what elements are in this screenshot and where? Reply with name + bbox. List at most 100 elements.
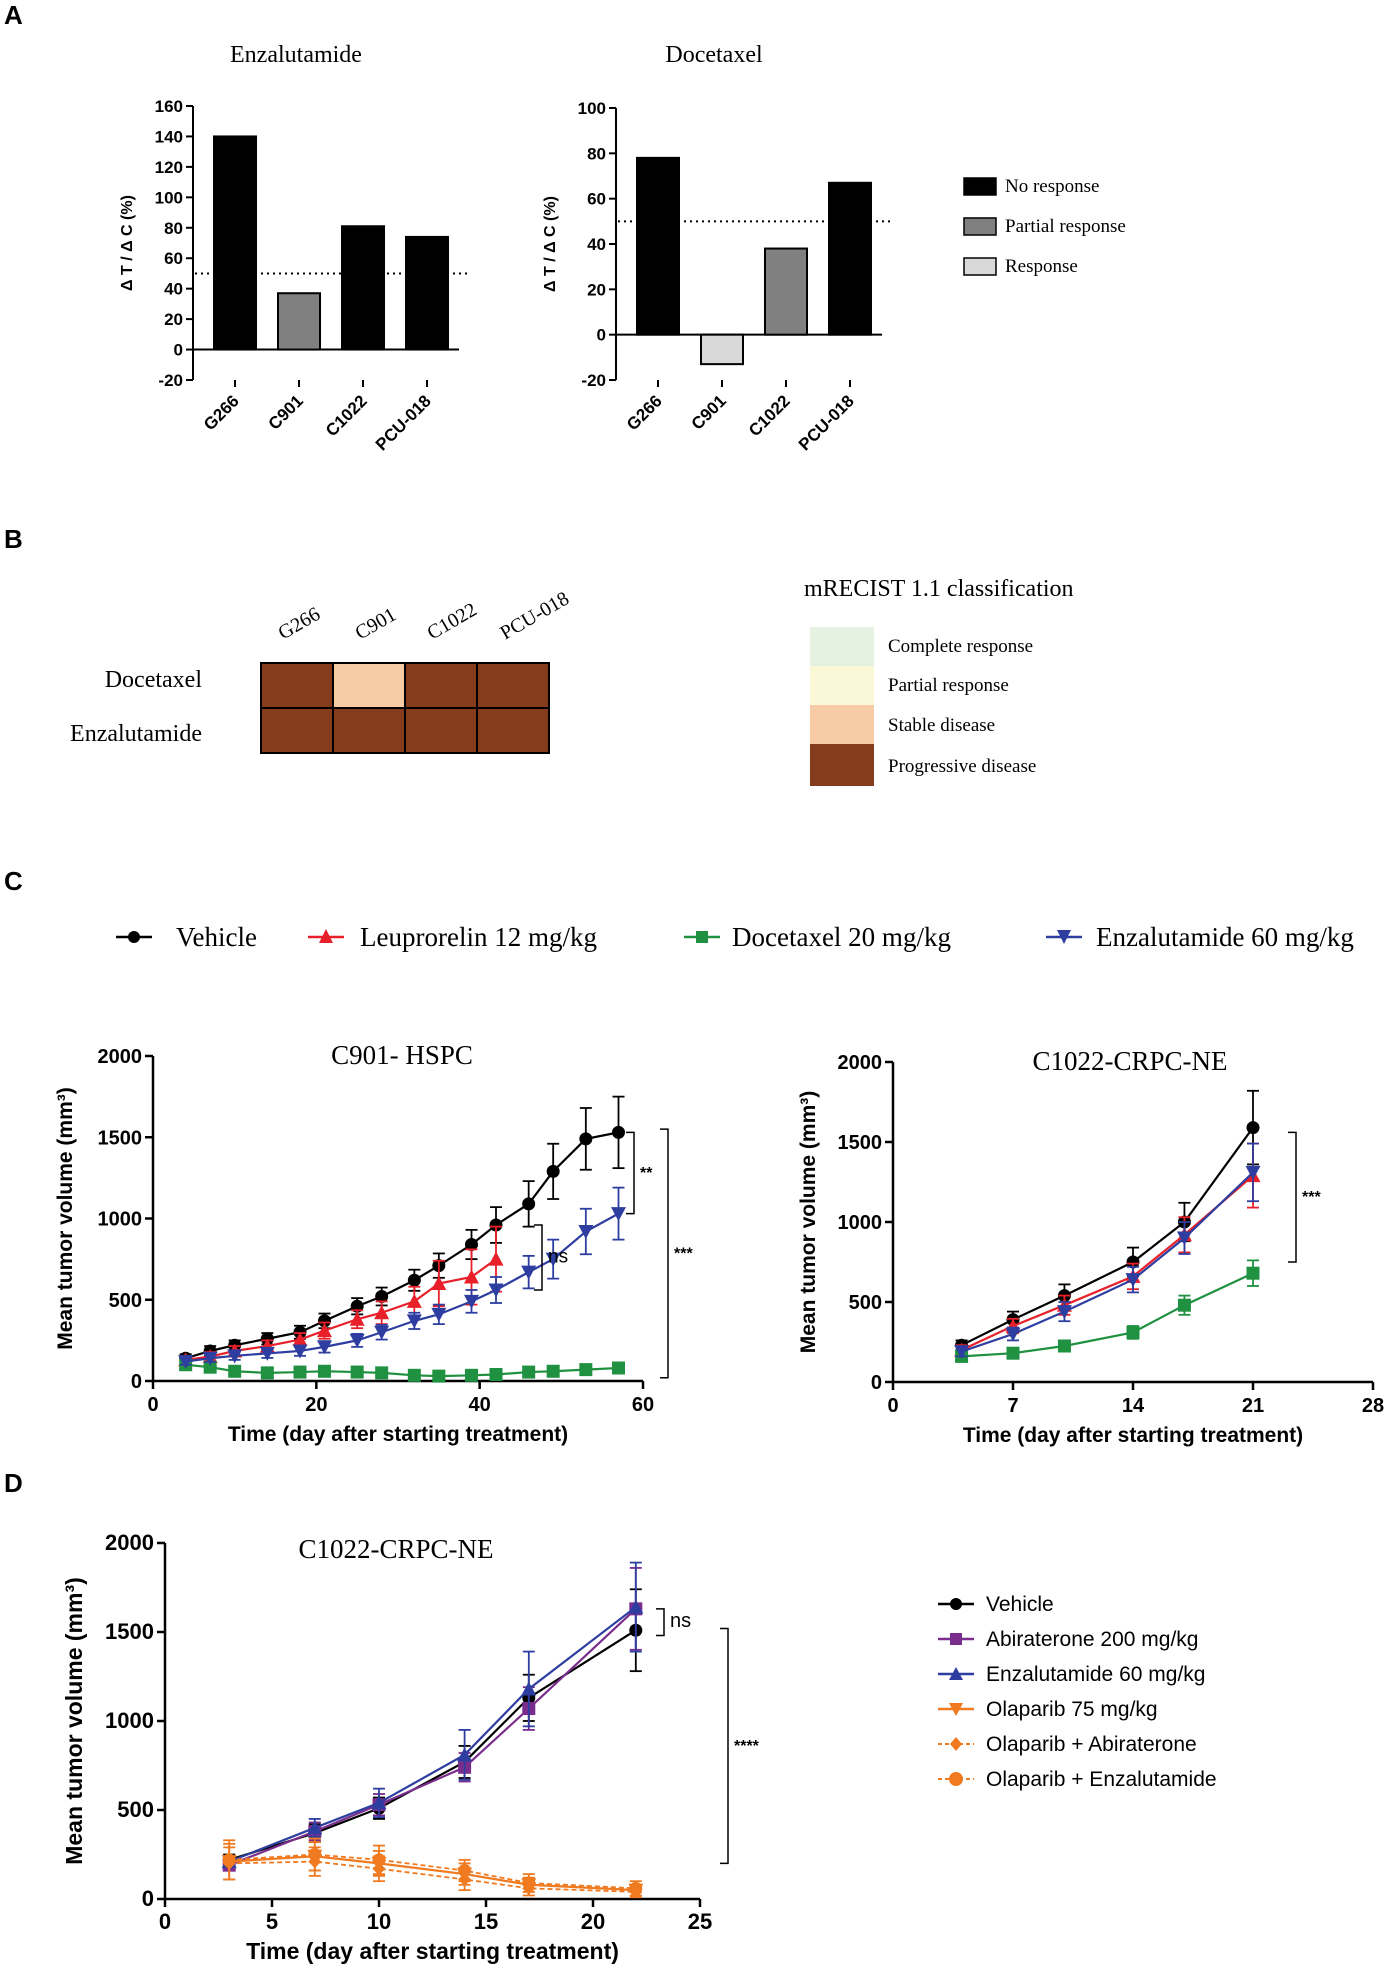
legend-label-response: Response [1005,256,1078,277]
significance-label: ns [548,1247,568,1268]
data-point [465,1238,478,1251]
data-point [522,1876,536,1890]
data-point [457,1747,473,1762]
y-tick-label: -20 [581,371,606,390]
y-tick-label: 60 [164,249,183,268]
series-line [185,1363,619,1378]
bar [277,292,321,351]
y-tick-label: 1000 [105,1708,154,1733]
x-tick-label: 20 [305,1394,327,1416]
bar [341,225,385,351]
x-axis-label: Time (day after starting treatment) [246,1938,619,1964]
x-tick-label: 60 [632,1394,654,1416]
significance-label: *** [674,1245,693,1262]
data-point [292,1344,308,1359]
y-axis-label: Δ T / Δ C (%) [542,196,559,292]
data-point [1246,1121,1260,1135]
series-line [229,1860,636,1893]
data-point [521,1681,537,1696]
y-tick-label: 1500 [105,1619,154,1644]
significance-bracket [626,1131,635,1215]
data-point [464,1269,479,1284]
y-tick-label: 0 [142,1886,154,1911]
bar [828,181,872,336]
legend-marker-enzalutamide [1057,930,1071,944]
legend-label-no-response: No response [1005,176,1099,197]
legend-marker-vehicle [128,931,140,943]
heatmap-cell [332,662,406,709]
significance-label: ns [670,1610,691,1632]
legend-marker-olaparib [949,1703,963,1716]
data-point [489,1218,503,1232]
heatmap-col-label: G266 [275,603,324,644]
data-point [317,1340,332,1355]
x-tick-label: 20 [581,1909,605,1934]
data-point [521,1265,537,1280]
legend-label-olaparib-enzalutamide: Olaparib + Enzalutamide [986,1768,1217,1791]
x-axis-label: Time (day after starting treatment) [963,1424,1303,1447]
data-point [259,1346,275,1361]
y-tick-label: 160 [155,97,183,116]
legend-marker-vehicle [950,1598,962,1610]
data-point [464,1294,479,1309]
series-line [185,1131,619,1360]
data-point [1177,1298,1191,1312]
data-point [374,1325,390,1340]
legend-marker-olaparib-abiraterone [950,1737,962,1751]
data-point [578,1225,594,1239]
data-point [488,1251,504,1266]
panel-label-d: D [4,1468,23,1498]
x-tick-label: 7 [1007,1395,1018,1417]
legend-label-olaparib: Olaparib 75 mg/kg [986,1698,1158,1721]
data-point [178,1355,194,1369]
y-tick-label: 20 [164,310,183,329]
series-line [229,1853,636,1890]
data-point [458,1864,472,1878]
series-line [228,1608,637,1867]
data-point [317,1323,332,1338]
data-point [375,1290,389,1303]
y-tick-label: 1000 [98,1209,143,1231]
heatmap-cell [260,662,334,709]
legend-label-vehicle: Vehicle [986,1593,1054,1616]
data-point [611,1207,626,1222]
y-tick-label: 140 [155,127,183,146]
y-tick-label: 80 [164,219,183,238]
data-point [1005,1327,1021,1342]
significance-label: **** [734,1738,760,1755]
y-axis-label: Mean tumor volume (mm³) [797,1091,820,1354]
data-point [308,1848,322,1861]
data-point [203,1360,217,1374]
significance-label: ** [640,1165,653,1182]
y-tick-label: -20 [158,371,183,390]
legend-label-progressive-disease: Progressive disease [888,756,1036,777]
data-point [579,1363,593,1377]
x-tick-label: 5 [266,1909,278,1934]
heatmap-col-label: C1022 [424,599,481,645]
data-point [1057,1339,1071,1353]
x-tick-label: G266 [623,391,666,434]
y-axis-label: Δ T / Δ C (%) [119,195,136,291]
legend-swatch-partial-response [963,217,997,236]
data-point [1125,1273,1141,1288]
legend-marker-leuprorelin [319,929,333,943]
data-point [465,1368,478,1382]
data-point [522,1365,536,1379]
data-point [407,1273,421,1287]
y-tick-label: 20 [587,280,606,299]
series-line [228,1606,637,1863]
legend-label-enzalutamide: Enzalutamide 60 mg/kg [986,1663,1205,1686]
data-point [432,1369,446,1383]
significance-bracket [660,1128,669,1379]
chart-title: C1022-CRPC-NE [1032,1046,1227,1076]
recist-heatmap: G266 C901 C1022 PCU-018 Docetaxel Enzalu… [70,587,573,754]
y-tick-label: 0 [174,341,183,360]
y-tick-label: 40 [587,235,606,254]
data-point [406,1314,422,1329]
series-line [961,1272,1254,1358]
panel-label-c: C [4,866,23,896]
data-point [628,1599,644,1614]
significance-bracket [720,1627,729,1865]
y-tick-label: 0 [131,1371,142,1393]
significance-bracket [656,1608,665,1637]
